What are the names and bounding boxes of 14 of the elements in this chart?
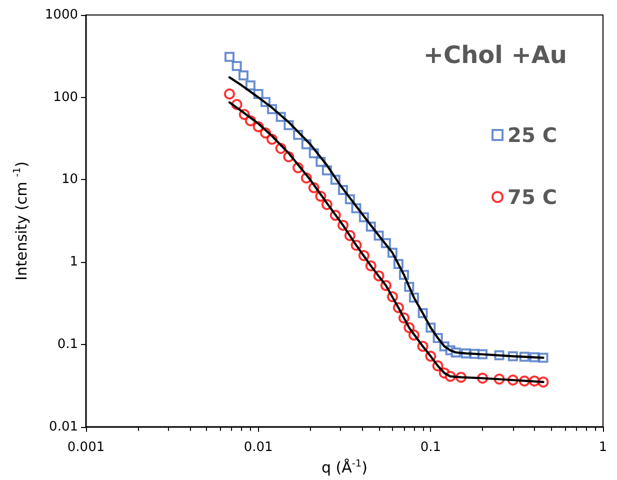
x-tick-label: 0.1 bbox=[420, 440, 442, 455]
y-tick-label: 10 bbox=[61, 172, 78, 188]
y-tick-label: 0.1 bbox=[57, 336, 78, 352]
x-tick-label: 0.01 bbox=[244, 440, 273, 455]
legend-title: +Chol +Au bbox=[423, 41, 568, 69]
x-tick-label: 0.001 bbox=[67, 440, 105, 455]
y-axis-title: Intensity (cm -1) bbox=[12, 161, 30, 280]
legend-label: 25 C bbox=[508, 123, 558, 147]
y-tick-label: 100 bbox=[53, 90, 78, 105]
y-tick-label: 1000 bbox=[44, 8, 78, 22]
y-tick-label: 1 bbox=[70, 254, 78, 270]
x-tick-label: 1 bbox=[598, 440, 608, 455]
legend-label: 75 C bbox=[508, 185, 558, 209]
y-tick-label: 0.01 bbox=[49, 419, 78, 434]
